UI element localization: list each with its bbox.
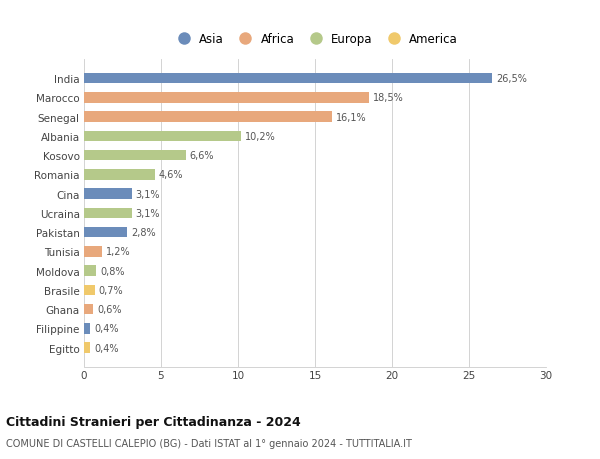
- Text: 2,8%: 2,8%: [131, 228, 155, 238]
- Text: 6,6%: 6,6%: [190, 151, 214, 161]
- Text: 0,4%: 0,4%: [94, 324, 119, 334]
- Bar: [84, 93, 369, 103]
- Bar: [84, 227, 127, 238]
- Bar: [84, 73, 492, 84]
- Text: 3,1%: 3,1%: [136, 189, 160, 199]
- Text: 1,2%: 1,2%: [106, 247, 131, 257]
- Text: 3,1%: 3,1%: [136, 208, 160, 218]
- Text: 26,5%: 26,5%: [496, 74, 527, 84]
- Bar: [84, 266, 97, 276]
- Legend: Asia, Africa, Europa, America: Asia, Africa, Europa, America: [167, 28, 463, 51]
- Text: 18,5%: 18,5%: [373, 93, 404, 103]
- Text: 10,2%: 10,2%: [245, 132, 275, 141]
- Bar: [84, 131, 241, 142]
- Bar: [84, 151, 185, 161]
- Text: Cittadini Stranieri per Cittadinanza - 2024: Cittadini Stranieri per Cittadinanza - 2…: [6, 415, 301, 428]
- Bar: [84, 324, 90, 334]
- Bar: [84, 189, 132, 200]
- Bar: [84, 112, 332, 123]
- Bar: [84, 246, 103, 257]
- Text: 0,4%: 0,4%: [94, 343, 119, 353]
- Bar: [84, 285, 95, 296]
- Bar: [84, 170, 155, 180]
- Text: 16,1%: 16,1%: [336, 112, 367, 123]
- Bar: [84, 208, 132, 219]
- Bar: [84, 343, 90, 353]
- Text: COMUNE DI CASTELLI CALEPIO (BG) - Dati ISTAT al 1° gennaio 2024 - TUTTITALIA.IT: COMUNE DI CASTELLI CALEPIO (BG) - Dati I…: [6, 438, 412, 448]
- Text: 4,6%: 4,6%: [158, 170, 183, 180]
- Text: 0,7%: 0,7%: [98, 285, 123, 295]
- Bar: [84, 304, 93, 315]
- Text: 0,8%: 0,8%: [100, 266, 125, 276]
- Text: 0,6%: 0,6%: [97, 304, 122, 314]
